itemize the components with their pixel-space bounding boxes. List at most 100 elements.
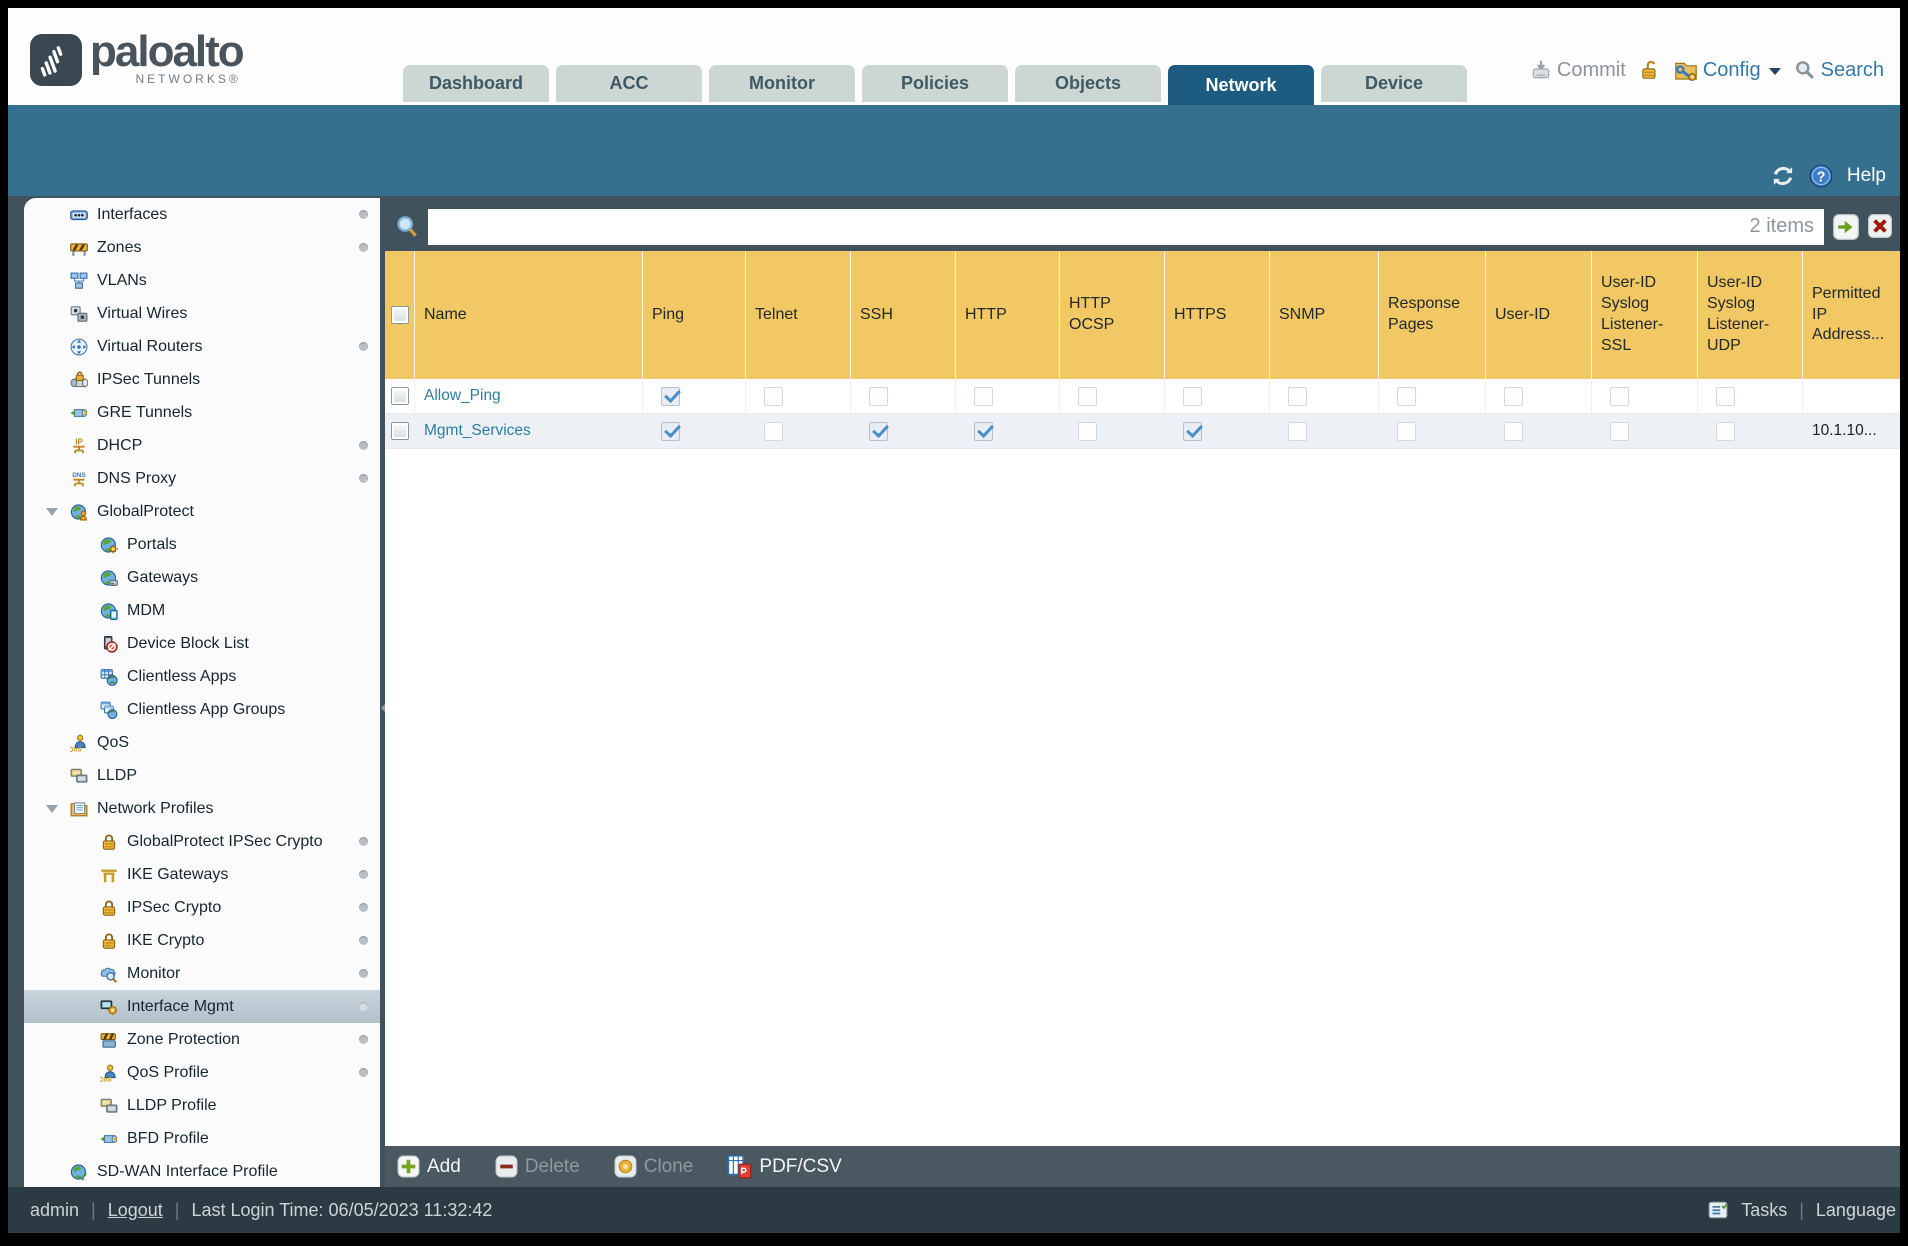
unchecked-checkbox[interactable] [1610,421,1629,441]
tab-network[interactable]: Network [1168,65,1314,105]
sidebar-item-device-block-list[interactable]: Device Block List [24,627,380,660]
column-header-telnet[interactable]: Telnet [746,251,851,379]
checked-checkbox[interactable] [869,421,888,441]
sidebar-item-globalprotect-ipsec-crypto[interactable]: GlobalProtect IPSec Crypto [24,825,380,858]
unchecked-checkbox[interactable] [869,386,888,406]
apply-filter-button[interactable] [1833,213,1859,240]
column-header-user-id-syslog-listener-udp[interactable]: User-ID Syslog Listener-UDP [1698,251,1803,379]
service-check-cell [1486,414,1592,448]
column-header-user-id[interactable]: User-ID [1486,251,1592,379]
sidebar-item-interfaces[interactable]: Interfaces [24,198,380,231]
unchecked-checkbox[interactable] [764,421,783,441]
profile-name-link[interactable]: Mgmt_Services [424,422,531,439]
sidebar-item-clientless-app-groups[interactable]: Clientless App Groups [24,693,380,726]
search-button[interactable]: Search [1794,59,1884,82]
unchecked-checkbox[interactable] [1504,421,1523,441]
sidebar-item-ike-crypto[interactable]: IKE Crypto [24,924,380,957]
unchecked-checkbox[interactable] [1397,421,1416,441]
lock-icon[interactable] [1639,59,1661,81]
commit-button[interactable]: Commit [1530,59,1626,82]
sidebar-item-zones[interactable]: Zones [24,231,380,264]
column-header-http[interactable]: HTTP [956,251,1060,379]
unchecked-checkbox[interactable] [1078,421,1097,441]
column-header-user-id-syslog-listener-ssl[interactable]: User-ID Syslog Listener-SSL [1592,251,1698,379]
checked-checkbox[interactable] [661,421,680,441]
sidebar-item-qos-profile[interactable]: QoS QoS Profile [24,1056,380,1089]
tab-objects[interactable]: Objects [1015,65,1161,102]
sidebar-item-monitor[interactable]: Monitor [24,957,380,990]
tab-device[interactable]: Device [1321,65,1467,102]
sidebar-item-mdm[interactable]: MDM [24,594,380,627]
expand-triangle-icon[interactable] [46,508,58,516]
sidebar-item-qos[interactable]: QoS QoS [24,726,380,759]
service-check-cell [643,379,746,413]
sidebar-item-network-profiles[interactable]: Network Profiles [24,792,380,825]
row-select-checkbox[interactable] [390,387,409,405]
pdf-csv-button[interactable]: PDF/CSV [727,1154,842,1179]
sidebar-item-ike-gateways[interactable]: IKE Gateways [24,858,380,891]
tab-dashboard[interactable]: Dashboard [403,65,549,102]
column-header-http-ocsp[interactable]: HTTP OCSP [1060,251,1165,379]
unchecked-checkbox[interactable] [1078,386,1097,406]
unchecked-checkbox[interactable] [974,386,993,406]
filter-input[interactable] [428,208,1824,245]
column-header-ping[interactable]: Ping [643,251,746,379]
sidebar-item-lldp-profile[interactable]: LLDP Profile [24,1089,380,1122]
sidebar-item-lldp[interactable]: LLDP [24,759,380,792]
unchecked-checkbox[interactable] [1288,421,1307,441]
select-all-checkbox[interactable] [390,306,409,324]
add-button[interactable]: Add [397,1155,461,1178]
column-header-https[interactable]: HTTPS [1165,251,1270,379]
checked-checkbox[interactable] [1183,421,1202,441]
column-header-name[interactable]: Name [415,251,643,379]
column-header-response-pages[interactable]: Response Pages [1379,251,1486,379]
column-header-ssh[interactable]: SSH [851,251,956,379]
sidebar-item-dns-proxy[interactable]: DNS DNS Proxy [24,462,380,495]
sidebar-item-bfd-profile[interactable]: BFD Profile [24,1122,380,1155]
service-check-cell [956,414,1060,448]
sidebar-item-dhcp[interactable]: IP DHCP [24,429,380,462]
sidebar-item-virtual-wires[interactable]: Virtual Wires [24,297,380,330]
sidebar-item-ipsec-tunnels[interactable]: IPSec Tunnels [24,363,380,396]
unchecked-checkbox[interactable] [1610,386,1629,406]
checked-checkbox[interactable] [974,421,993,441]
tab-monitor[interactable]: Monitor [709,65,855,102]
help-icon[interactable]: ? [1809,164,1833,188]
column-header-permitted-ip-address-[interactable]: Permitted IP Address... [1803,251,1900,379]
unchecked-checkbox[interactable] [1716,386,1735,406]
unchecked-checkbox[interactable] [764,386,783,406]
language-button[interactable]: Language [1815,1199,1896,1220]
tasks-button[interactable]: Tasks [1741,1199,1788,1220]
sidebar-item-sd-wan-interface-profile[interactable]: SD-WAN Interface Profile [24,1155,380,1187]
refresh-icon[interactable] [1771,164,1795,188]
items-count: 2 items [1749,214,1814,237]
unchecked-checkbox[interactable] [1716,421,1735,441]
sidebar-item-portals[interactable]: Portals [24,528,380,561]
sidebar-item-ipsec-crypto[interactable]: IPSec Crypto [24,891,380,924]
unchecked-checkbox[interactable] [1397,386,1416,406]
sidebar-item-gateways[interactable]: Gateways [24,561,380,594]
tab-acc[interactable]: ACC [556,65,702,102]
help-label[interactable]: Help [1846,165,1886,186]
row-select-checkbox[interactable] [390,422,409,440]
sidebar-item-gre-tunnels[interactable]: GRE Tunnels [24,396,380,429]
unchecked-checkbox[interactable] [1504,386,1523,406]
sidebar-item-zone-protection[interactable]: Zone Protection [24,1023,380,1056]
sidebar-item-globalprotect[interactable]: GlobalProtect [24,495,380,528]
unchecked-checkbox[interactable] [1183,386,1202,406]
sidebar-item-vlans[interactable]: VLANs [24,264,380,297]
sidebar-item-virtual-routers[interactable]: Virtual Routers [24,330,380,363]
logout-link[interactable]: Logout [107,1199,163,1220]
clear-filter-button[interactable] [1868,213,1894,240]
sidebar-item-interface-mgmt[interactable]: Interface Mgmt [24,990,380,1023]
tab-policies[interactable]: Policies [862,65,1008,102]
config-menu-button[interactable]: Config [1674,58,1781,82]
checked-checkbox[interactable] [661,386,680,406]
unchecked-checkbox[interactable] [1288,386,1307,406]
column-header-snmp[interactable]: SNMP [1270,251,1379,379]
sidebar-item-clientless-apps[interactable]: Clientless Apps [24,660,380,693]
profile-name-link[interactable]: Allow_Ping [424,387,501,404]
sidebar-collapse-handle[interactable] [381,701,388,715]
clientless-app-groups-icon [100,701,119,719]
expand-triangle-icon[interactable] [46,805,58,813]
